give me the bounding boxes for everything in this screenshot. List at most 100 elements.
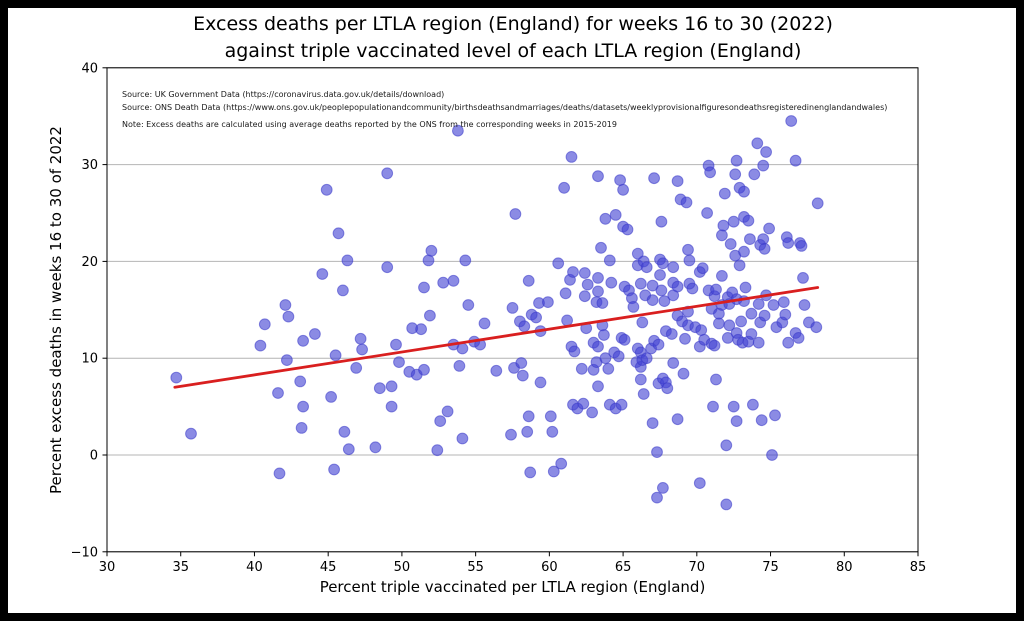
scatter-point [655, 284, 668, 297]
scatter-point [350, 362, 363, 374]
scatter-chart: 30 35 40 45 50 55 60 65 70 75 80 85 −10 0 10 20 30 40 [71, 61, 927, 575]
scatter-point [682, 243, 694, 256]
scatter-point [578, 290, 591, 303]
scatter-point [185, 427, 197, 440]
scatter-point [634, 277, 647, 290]
scatter-point [696, 262, 709, 275]
scatter-point [779, 308, 792, 321]
scatter-point [456, 432, 469, 445]
y-tick-label: 30 [81, 158, 98, 173]
scatter-point [811, 197, 824, 210]
scatter-point [735, 315, 747, 328]
scatter-point [565, 151, 578, 163]
scatter-point [518, 320, 531, 333]
annotation-source-1: Source: UK Government Data (https://coro… [122, 90, 445, 99]
scatter-point [547, 465, 560, 478]
scatter-point [354, 332, 367, 345]
scatter-point [524, 466, 537, 479]
scatter-point [730, 154, 743, 167]
scatter-point [418, 363, 430, 376]
scatter-point [434, 415, 447, 428]
figure-canvas: Excess deaths per LTLA region (England) … [8, 8, 1016, 613]
x-tick-label: 75 [762, 560, 779, 575]
scatter-point [578, 267, 591, 279]
scatter-point [640, 261, 653, 274]
x-tick-label: 40 [246, 560, 263, 575]
scatter-point [425, 244, 438, 257]
scatter-point [612, 350, 625, 363]
scatter-point [658, 295, 671, 308]
scatter-point [456, 342, 469, 355]
scatter-point [373, 382, 386, 395]
scatter-point [634, 373, 647, 386]
scatter-point [605, 276, 618, 289]
scatter-point [651, 446, 663, 459]
scatter-point [763, 222, 775, 235]
scatter-point [769, 409, 781, 422]
scatter-point [782, 336, 795, 349]
scatter-point [752, 298, 765, 310]
scatter-point [745, 307, 758, 320]
scatter-point [609, 209, 622, 221]
scatter-point [766, 449, 778, 461]
scatter-point [369, 441, 382, 454]
scatter-point [797, 272, 809, 284]
scatter-point [424, 309, 436, 322]
scatter-point [431, 444, 444, 457]
scatter-point [577, 397, 590, 410]
scatter-point [544, 410, 557, 423]
x-axis-ticks: 30 35 40 45 50 55 60 65 70 75 80 85 [99, 551, 926, 575]
scatter-point [381, 167, 394, 180]
scatter-point [381, 261, 394, 274]
scatter-point [558, 181, 570, 194]
scatter-point [646, 417, 659, 430]
scatter-point [316, 268, 329, 280]
scatter-point [752, 336, 765, 349]
scatter-point [478, 317, 491, 330]
page-title: Excess deaths per LTLA region (England) … [68, 11, 958, 65]
scatter-point [758, 309, 771, 322]
x-tick-label: 45 [320, 560, 337, 575]
annotation-source-2: Source: ONS Death Data (https://www.ons.… [122, 103, 888, 112]
scatter-point [795, 240, 808, 252]
scatter-point [739, 281, 752, 294]
scatter-point [727, 400, 740, 413]
scatter-point [729, 168, 742, 181]
x-tick-label: 55 [467, 560, 484, 575]
scatter-point [490, 364, 503, 377]
scatter-point [506, 302, 519, 314]
scatter-point [655, 215, 668, 228]
scatter-point [758, 242, 771, 255]
scatter-point [385, 400, 398, 413]
scatter-point [309, 328, 321, 340]
scatter-point [704, 166, 716, 179]
x-tick-label: 80 [836, 560, 853, 575]
scatter-point [667, 261, 680, 274]
y-tick-label: 20 [81, 255, 98, 270]
scatter-point [785, 115, 798, 127]
scatter-point [646, 294, 659, 307]
scatter-point [559, 287, 572, 300]
annotation-note: Note: Excess deaths are calculated using… [122, 120, 617, 129]
scatter-point [667, 357, 680, 369]
plot-area-border [106, 67, 919, 553]
scatter-point [437, 276, 450, 289]
scatter-point [598, 329, 610, 341]
scatter-point [680, 196, 693, 209]
scatter-point [789, 154, 802, 167]
scatter-point [297, 334, 310, 347]
scatter-point [509, 208, 522, 220]
scatter-point [546, 425, 559, 438]
scatter-point [297, 400, 310, 413]
scatter-point [717, 219, 730, 232]
scatter-point [671, 413, 684, 426]
y-tick-label: 10 [81, 352, 98, 367]
scatter-point [716, 270, 728, 282]
scatter-point [710, 283, 722, 296]
scatter-point [724, 238, 737, 250]
chart-annotations: Source: UK Government Data (https://coro… [122, 88, 942, 131]
scatter-point [581, 278, 594, 291]
scatter-point [505, 428, 517, 441]
scatter-point [586, 406, 598, 419]
